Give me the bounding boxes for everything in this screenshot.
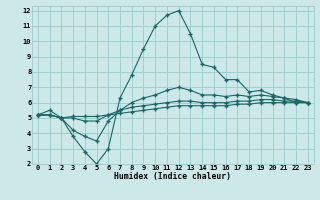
X-axis label: Humidex (Indice chaleur): Humidex (Indice chaleur) — [114, 172, 231, 181]
